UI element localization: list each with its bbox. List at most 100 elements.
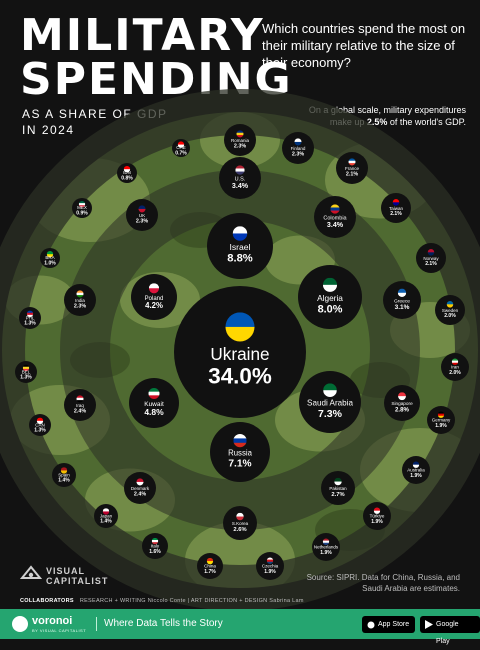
flag-stripe xyxy=(398,396,406,401)
footer-divider xyxy=(96,617,97,631)
country-name: CHE xyxy=(176,145,186,150)
flag-stripe xyxy=(78,205,86,208)
flag-icon xyxy=(177,141,185,148)
flag-stripe xyxy=(206,557,214,562)
flag-stripe xyxy=(397,288,407,294)
value-label: 7.3% xyxy=(318,408,343,420)
flag-icon xyxy=(235,165,245,175)
bubble-circle xyxy=(441,353,469,381)
flag-icon xyxy=(123,166,131,173)
country-name: Türkiye xyxy=(370,514,385,519)
flag-stripe xyxy=(235,165,245,169)
country-name: Pakistan xyxy=(329,486,347,491)
flag-icon xyxy=(46,251,54,258)
country-name: Finland xyxy=(291,146,306,151)
country-name: Norway xyxy=(423,256,439,261)
value-label: 8.8% xyxy=(227,253,253,265)
flag-stripe xyxy=(330,210,340,214)
flag-icon xyxy=(136,478,144,486)
voronoi-name[interactable]: voronoi xyxy=(32,615,73,627)
flag-stripe xyxy=(398,392,406,397)
flag-stripe xyxy=(322,540,330,544)
question-text: Which countries spend the most on their … xyxy=(262,21,466,70)
country-name: Italy xyxy=(151,544,160,549)
value-label: 7.1% xyxy=(228,458,251,469)
value-label: 8.0% xyxy=(318,303,343,315)
value-label: 1.9% xyxy=(320,550,332,556)
country-name: Netherlands xyxy=(314,545,339,550)
app-store-button[interactable]: App Store xyxy=(362,616,416,633)
flag-stripe xyxy=(235,171,245,175)
bubble-circle xyxy=(64,389,96,421)
bubble-circle xyxy=(197,553,223,579)
bubble-circle xyxy=(94,504,118,528)
flag-stripe xyxy=(78,203,86,206)
value-label: 1.3% xyxy=(20,375,32,381)
country-name: MEX xyxy=(77,205,87,210)
flag-stripe xyxy=(148,391,160,396)
value-label: 1.9% xyxy=(435,423,447,429)
flag-icon xyxy=(334,477,342,486)
bubble-circle xyxy=(142,533,168,559)
flag-stripe xyxy=(294,138,302,143)
flag-stripe xyxy=(102,511,110,515)
flag-stripe xyxy=(206,561,214,565)
flag-stripe xyxy=(373,507,381,512)
voronoi-subtitle: BY VISUAL CAPITALIST xyxy=(32,628,87,633)
flag-stripe xyxy=(334,477,342,483)
flag-icon xyxy=(60,467,68,474)
flag-icon xyxy=(323,383,337,398)
flag-icon xyxy=(36,417,44,425)
flag-stripe xyxy=(138,205,146,210)
flag-stripe xyxy=(266,557,274,561)
country-name: Poland xyxy=(145,296,164,302)
source-note: Source: SIPRI. Data for China, Russia, a… xyxy=(306,573,460,593)
value-label: 2.0% xyxy=(444,313,456,319)
note-value: 2.5% xyxy=(366,117,388,127)
flag-stripe xyxy=(151,539,159,543)
google-play-button[interactable]: Google Play xyxy=(420,616,480,645)
country-name: Algeria xyxy=(317,293,343,303)
flag-stripe xyxy=(348,158,356,162)
flag-stripe xyxy=(148,283,160,289)
country-name: BEL xyxy=(22,369,31,374)
flag-stripe xyxy=(322,538,330,542)
flag-stripe xyxy=(138,208,146,213)
bubble-circle xyxy=(312,533,340,561)
value-label: 2.3% xyxy=(136,219,148,225)
bubble-u-s-: U.S.3.4% xyxy=(219,157,261,199)
flag-stripe xyxy=(225,312,255,328)
flag-icon xyxy=(437,411,445,418)
flag-icon xyxy=(330,204,340,214)
value-label: 2.1% xyxy=(390,211,402,217)
country-name: Iraq xyxy=(76,403,84,408)
bubble-circle xyxy=(282,132,314,164)
country-name: Japan xyxy=(100,513,113,518)
flag-stripe xyxy=(26,314,34,318)
flag-stripe xyxy=(233,438,247,444)
country-name: PHL xyxy=(26,315,35,320)
flag-stripe xyxy=(437,411,445,415)
value-label: 3.4% xyxy=(232,182,249,190)
flag-stripe xyxy=(136,478,144,483)
value-label: 2.4% xyxy=(134,492,146,498)
flag-stripe xyxy=(392,199,400,203)
flag-stripe xyxy=(148,288,160,294)
flag-stripe xyxy=(36,417,44,422)
flag-stripe xyxy=(373,510,381,514)
value-label: 2.3% xyxy=(292,152,304,158)
value-label: 0.8% xyxy=(121,175,133,181)
country-name: Saudi Arabia xyxy=(307,399,353,408)
bubble-circle xyxy=(72,198,92,218)
tagline: Where Data Tells the Story xyxy=(104,618,223,629)
value-label: 2.1% xyxy=(425,261,437,267)
